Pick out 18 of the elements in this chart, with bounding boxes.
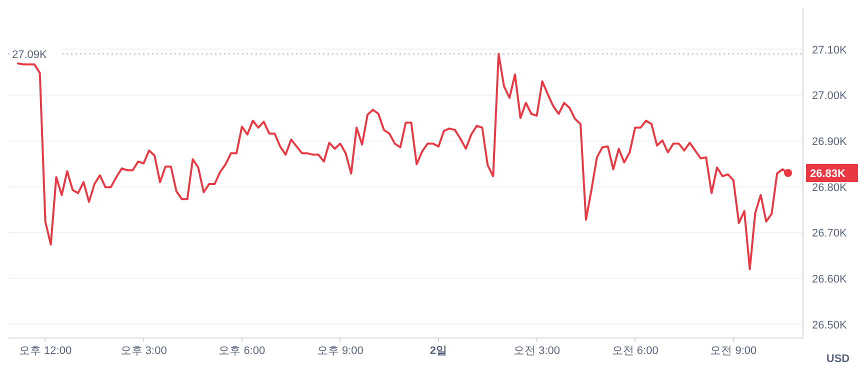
x-tick-label: 오후 6:00	[218, 345, 266, 357]
y-tick-label: 26.60K	[812, 273, 848, 286]
x-tick-label: 오전 9:00	[710, 345, 757, 357]
x-tick-label: 2일	[430, 345, 448, 357]
ref-line-label: 27.09K	[12, 48, 48, 61]
y-axis-title: USD	[826, 353, 850, 365]
y-tick-label: 27.00K	[812, 90, 848, 102]
x-tick-label: 오전 3:00	[514, 345, 560, 357]
text: 26.83K	[810, 168, 846, 180]
x-tick-label: 오후 9:00	[316, 345, 364, 357]
x-tick-label: 오전 6:00	[612, 345, 658, 357]
x-tick-label: 오후 3:00	[120, 345, 167, 357]
y-tick-label: 26.50K	[812, 319, 848, 332]
y-tick-label: 26.90K	[812, 136, 848, 148]
x-tick-label: 오후 12:00	[19, 345, 72, 357]
y-tick-label: 26.70K	[812, 228, 848, 240]
y-tick-label: 26.80K	[812, 182, 848, 194]
y-tick-label: 27.10K	[812, 44, 848, 56]
